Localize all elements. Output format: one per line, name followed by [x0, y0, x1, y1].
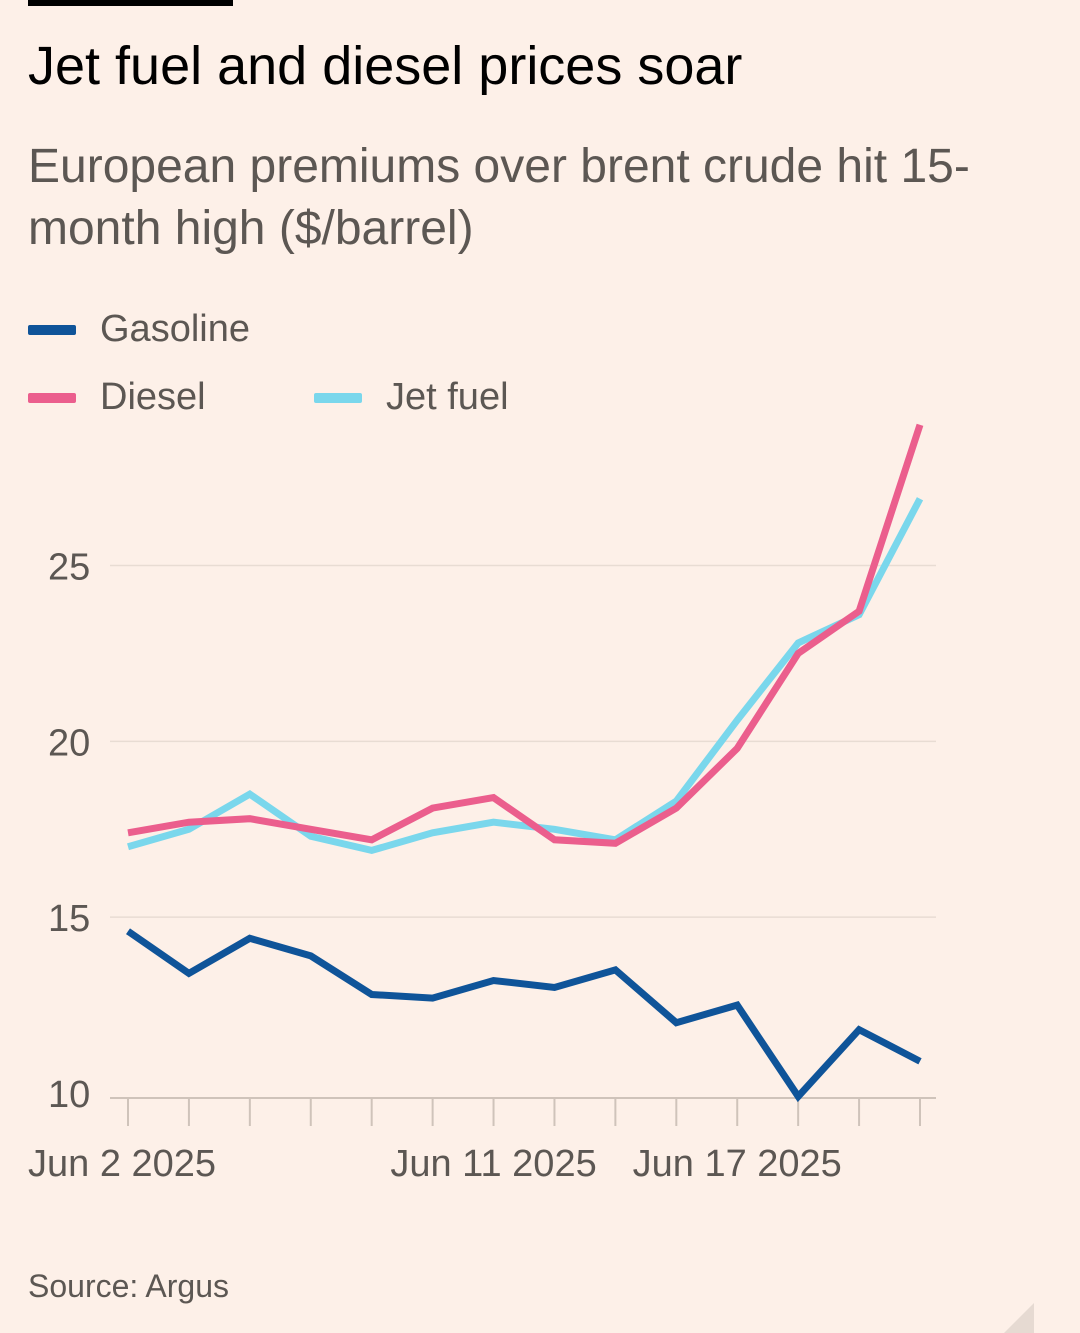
x-tick-label-2: Jun 17 2025 — [633, 1143, 842, 1185]
series-line-diesel — [127, 423, 924, 847]
legend-swatch-diesel — [28, 392, 76, 403]
corner-mark — [1004, 1303, 1034, 1333]
y-tick-label-20: 20 — [48, 722, 90, 764]
chart-subtitle: European premiums over brent crude hit 1… — [28, 140, 970, 255]
y-tick-label-10: 10 — [48, 1074, 90, 1116]
legend-label-jet-fuel: Jet fuel — [386, 376, 509, 418]
source-note: Source: Argus — [28, 1268, 229, 1304]
series-line-gasoline — [126, 928, 922, 1103]
legend-swatch-gasoline — [28, 324, 76, 335]
x-tick-label-0: Jun 2 2025 — [28, 1143, 216, 1185]
legend-item-gasoline: Gasoline — [28, 308, 250, 351]
series-line-jet-fuel — [127, 497, 924, 855]
brand-bar — [28, 0, 233, 6]
legend-label-diesel: Diesel — [100, 376, 206, 418]
legend-item-jet-fuel: Jet fuel — [314, 376, 509, 419]
legend-item-diesel: Diesel — [28, 376, 206, 419]
y-tick-label-25: 25 — [48, 547, 90, 589]
legend-swatch-jet-fuel — [314, 392, 362, 403]
legend-label-gasoline: Gasoline — [100, 308, 250, 350]
y-tick-label-15: 15 — [48, 898, 90, 940]
x-tick-label-1: Jun 11 2025 — [390, 1143, 596, 1185]
chart-title: Jet fuel and diesel prices soar — [28, 36, 743, 96]
